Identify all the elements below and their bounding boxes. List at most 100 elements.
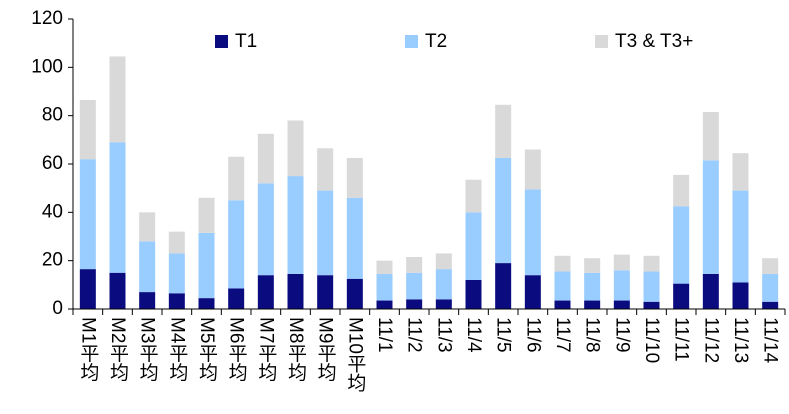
x-tick-label: M2平均	[107, 317, 129, 381]
bar-segment	[702, 273, 719, 309]
bar-segment	[643, 255, 660, 272]
bar-segment	[673, 283, 690, 309]
x-tick-label: 11/3	[433, 317, 454, 353]
x-tick-label: 11/10	[641, 317, 662, 363]
bar-segment	[643, 271, 660, 302]
bar-segment	[317, 148, 334, 191]
bar-segment	[465, 179, 482, 213]
bar-segment	[376, 273, 393, 301]
bar-segment	[139, 292, 156, 309]
bar-segment	[139, 241, 156, 293]
x-tick-label: M4平均	[166, 317, 188, 381]
bar-segment	[79, 159, 96, 270]
bar-segment	[495, 157, 512, 264]
x-tick-label: 11/9	[611, 317, 632, 353]
bar-segment	[168, 293, 185, 309]
bar-segment	[198, 232, 215, 299]
bar-segment	[584, 258, 601, 273]
bar-segment	[406, 272, 423, 300]
legend-swatch	[595, 35, 608, 48]
bar-segment	[376, 300, 393, 309]
bar-segment	[732, 153, 749, 191]
x-tick-label: 11/5	[493, 317, 514, 353]
bar-segment	[524, 189, 541, 276]
bar-segment	[346, 157, 363, 198]
bar-segment	[287, 120, 304, 177]
x-tick-label: M3平均	[137, 317, 159, 381]
y-tick-label: 40	[42, 201, 63, 222]
x-tick-label: M9平均	[315, 317, 337, 381]
x-tick-label: M1平均	[77, 317, 99, 381]
bar-segment	[613, 300, 630, 309]
bar-segment	[524, 149, 541, 190]
bar-segment	[554, 255, 571, 272]
legend-swatch	[215, 35, 228, 48]
x-tick-label: M8平均	[285, 317, 307, 381]
bar-segment	[287, 176, 304, 274]
bar-segment	[673, 174, 690, 207]
x-tick-label: 11/4	[463, 317, 484, 353]
bar-segment	[435, 269, 452, 300]
bar-segment	[376, 260, 393, 274]
x-tick-label: M7平均	[255, 317, 277, 381]
legend-swatch	[405, 35, 418, 48]
bar-segment	[79, 99, 96, 160]
bar-segment	[406, 257, 423, 273]
y-tick-label: 0	[52, 298, 63, 319]
x-tick-label: M10平均	[344, 317, 366, 392]
bar-segment	[228, 200, 245, 289]
bar-segment	[524, 275, 541, 309]
bar-segment	[762, 301, 779, 309]
bar-segment	[109, 272, 126, 309]
bar-segment	[228, 288, 245, 309]
bar-segment	[287, 273, 304, 309]
legend-label: T2	[425, 31, 447, 52]
x-tick-label: M5平均	[196, 317, 218, 381]
x-tick-label: 11/7	[552, 317, 573, 353]
bar-segment	[762, 273, 779, 302]
x-tick-label: 11/12	[700, 317, 721, 363]
bar-segment	[435, 253, 452, 270]
bar-segment	[435, 299, 452, 309]
bar-segment	[613, 254, 630, 271]
bar-segment	[732, 190, 749, 283]
x-tick-label: 11/2	[404, 317, 425, 353]
bar-segment	[79, 269, 96, 309]
x-tick-label: 11/11	[671, 317, 692, 362]
bar-segment	[495, 263, 512, 309]
bar-segment	[168, 231, 185, 254]
bar-segment	[198, 298, 215, 309]
bar-segment	[406, 299, 423, 309]
bar-segment	[228, 156, 245, 201]
bar-segment	[554, 271, 571, 301]
bar-segment	[346, 197, 363, 279]
bar-segment	[257, 183, 274, 276]
bar-segment	[732, 282, 749, 309]
y-tick-label: 120	[31, 8, 63, 29]
bar-segment	[584, 272, 601, 301]
bar-segment	[346, 278, 363, 309]
bar-segment	[495, 104, 512, 158]
bar-segment	[168, 253, 185, 294]
y-tick-label: 80	[42, 105, 63, 126]
bar-segment	[465, 212, 482, 280]
bar-segment	[198, 197, 215, 233]
bar-segment	[643, 301, 660, 309]
bar-segment	[762, 258, 779, 274]
x-tick-label: 11/13	[730, 317, 751, 363]
bar-segment	[109, 56, 126, 143]
y-tick-label: 60	[42, 153, 63, 174]
legend-label: T1	[235, 31, 257, 52]
bar-segment	[139, 212, 156, 242]
bar-segment	[554, 300, 571, 309]
bar-segment	[317, 275, 334, 309]
bar-segment	[109, 142, 126, 273]
bar-segment	[673, 206, 690, 284]
bar-segment	[465, 280, 482, 309]
y-tick-label: 20	[42, 250, 63, 271]
x-tick-label: 11/6	[522, 317, 543, 353]
bar-segment	[702, 160, 719, 274]
x-tick-label: M6平均	[226, 317, 248, 381]
x-tick-label: 11/8	[582, 317, 603, 353]
